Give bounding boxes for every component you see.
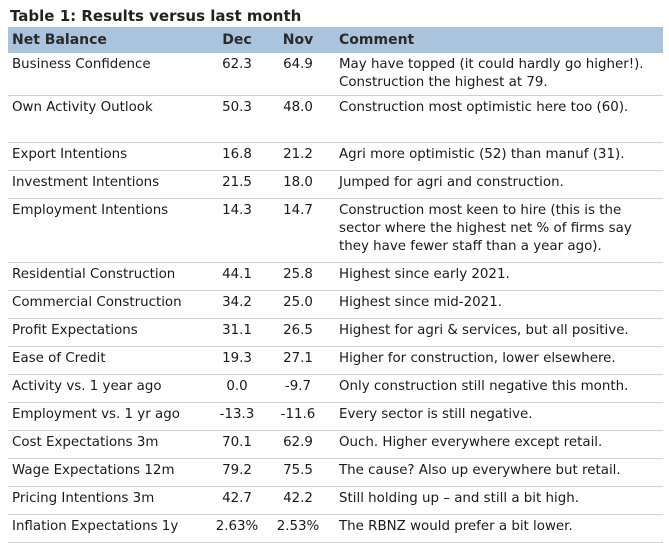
row-label: Profit Expectations: [8, 318, 207, 347]
header-comment: Comment: [339, 32, 415, 48]
header-net-balance: Net Balance: [12, 32, 107, 48]
row-label: Investment Intentions: [8, 170, 207, 199]
row-comment: Higher for construction, lower elsewhere…: [329, 346, 663, 375]
table-row: Wage Expectations 12m 79.2 75.5 The caus…: [8, 458, 663, 487]
row-nov-value: 25.0: [267, 290, 329, 319]
table-title: Table 1: Results versus last month: [10, 7, 302, 25]
row-label: Ease of Credit: [8, 346, 207, 375]
row-comment: Only construction still negative this mo…: [329, 374, 663, 403]
row-comment: Agri more optimistic (52) than manuf (31…: [329, 142, 663, 171]
table-row: Residential Construction 44.1 25.8 Highe…: [8, 262, 663, 291]
row-label: Employment vs. 1 yr ago: [8, 402, 207, 431]
row-comment: Highest for agri & services, but all pos…: [329, 318, 663, 347]
row-dec-value: 79.2: [207, 458, 267, 487]
row-comment: Jumped for agri and construction.: [329, 170, 663, 199]
row-nov-value: 75.5: [267, 458, 329, 487]
row-label: Activity vs. 1 year ago: [8, 374, 207, 403]
row-nov-value: -11.6: [267, 402, 329, 431]
row-dec-value: 0.0: [207, 374, 267, 403]
table-row: Own Activity Outlook 50.3 48.0 Construct…: [8, 95, 663, 143]
row-nov-value: 42.2: [267, 486, 329, 515]
table-row: Employment vs. 1 yr ago -13.3 -11.6 Ever…: [8, 402, 663, 431]
row-nov-value: 18.0: [267, 170, 329, 199]
row-nov-value: 26.5: [267, 318, 329, 347]
row-label: Export Intentions: [8, 142, 207, 171]
row-comment: Ouch. Higher everywhere except retail.: [329, 430, 663, 459]
table-row: Commercial Construction 34.2 25.0 Highes…: [8, 290, 663, 319]
table-row: Employment Intentions 14.3 14.7 Construc…: [8, 198, 663, 263]
row-comment: The RBNZ would prefer a bit lower.: [329, 514, 663, 543]
header-dec: Dec: [222, 32, 252, 48]
row-label: Own Activity Outlook: [8, 95, 207, 143]
row-comment: May have topped (it could hardly go high…: [329, 53, 663, 96]
document-page: Table 1: Results versus last month Net B…: [8, 7, 663, 543]
row-dec-value: 62.3: [207, 53, 267, 96]
row-label: Inflation Expectations 1y: [8, 514, 207, 543]
table-row: Business Confidence 62.3 64.9 May have t…: [8, 53, 663, 96]
row-label: Residential Construction: [8, 262, 207, 291]
row-label: Business Confidence: [8, 53, 207, 96]
row-comment: Highest since early 2021.: [329, 262, 663, 291]
row-label: Pricing Intentions 3m: [8, 486, 207, 515]
row-nov-value: 21.2: [267, 142, 329, 171]
row-dec-value: 2.63%: [207, 514, 267, 543]
table-row: Pricing Intentions 3m 42.7 42.2 Still ho…: [8, 486, 663, 515]
row-comment: Still holding up – and still a bit high.: [329, 486, 663, 515]
row-nov-value: 62.9: [267, 430, 329, 459]
row-nov-value: -9.7: [267, 374, 329, 403]
table-row: Ease of Credit 19.3 27.1 Higher for cons…: [8, 346, 663, 375]
row-nov-value: 25.8: [267, 262, 329, 291]
row-dec-value: 16.8: [207, 142, 267, 171]
row-dec-value: 42.7: [207, 486, 267, 515]
row-nov-value: 14.7: [267, 198, 329, 263]
row-dec-value: 44.1: [207, 262, 267, 291]
header-row: Net Balance Dec Nov Comment: [8, 27, 663, 53]
row-nov-value: 2.53%: [267, 514, 329, 543]
row-dec-value: 31.1: [207, 318, 267, 347]
row-comment: Construction most keen to hire (this is …: [329, 198, 663, 263]
table-header: Net Balance Dec Nov Comment: [8, 27, 663, 53]
row-label: Cost Expectations 3m: [8, 430, 207, 459]
row-comment: The cause? Also up everywhere but retail…: [329, 458, 663, 487]
results-table: Net Balance Dec Nov Comment Business Con…: [8, 27, 663, 543]
table-row: Export Intentions 16.8 21.2 Agri more op…: [8, 142, 663, 171]
row-dec-value: 34.2: [207, 290, 267, 319]
row-dec-value: -13.3: [207, 402, 267, 431]
row-dec-value: 14.3: [207, 198, 267, 263]
row-comment: Highest since mid-2021.: [329, 290, 663, 319]
row-dec-value: 19.3: [207, 346, 267, 375]
row-dec-value: 70.1: [207, 430, 267, 459]
header-nov: Nov: [282, 32, 314, 48]
row-nov-value: 27.1: [267, 346, 329, 375]
table-row: Profit Expectations 31.1 26.5 Highest fo…: [8, 318, 663, 347]
table-row: Activity vs. 1 year ago 0.0 -9.7 Only co…: [8, 374, 663, 403]
row-label: Commercial Construction: [8, 290, 207, 319]
table-row: Inflation Expectations 1y 2.63% 2.53% Th…: [8, 514, 663, 543]
row-nov-value: 64.9: [267, 53, 329, 96]
row-dec-value: 21.5: [207, 170, 267, 199]
table-body: Business Confidence 62.3 64.9 May have t…: [8, 53, 663, 543]
row-label: Employment Intentions: [8, 198, 207, 263]
row-comment: Every sector is still negative.: [329, 402, 663, 431]
table-row: Cost Expectations 3m 70.1 62.9 Ouch. Hig…: [8, 430, 663, 459]
row-nov-value: 48.0: [267, 95, 329, 143]
row-label: Wage Expectations 12m: [8, 458, 207, 487]
table-row: Investment Intentions 21.5 18.0 Jumped f…: [8, 170, 663, 199]
row-dec-value: 50.3: [207, 95, 267, 143]
row-comment: Construction most optimistic here too (6…: [329, 95, 663, 143]
